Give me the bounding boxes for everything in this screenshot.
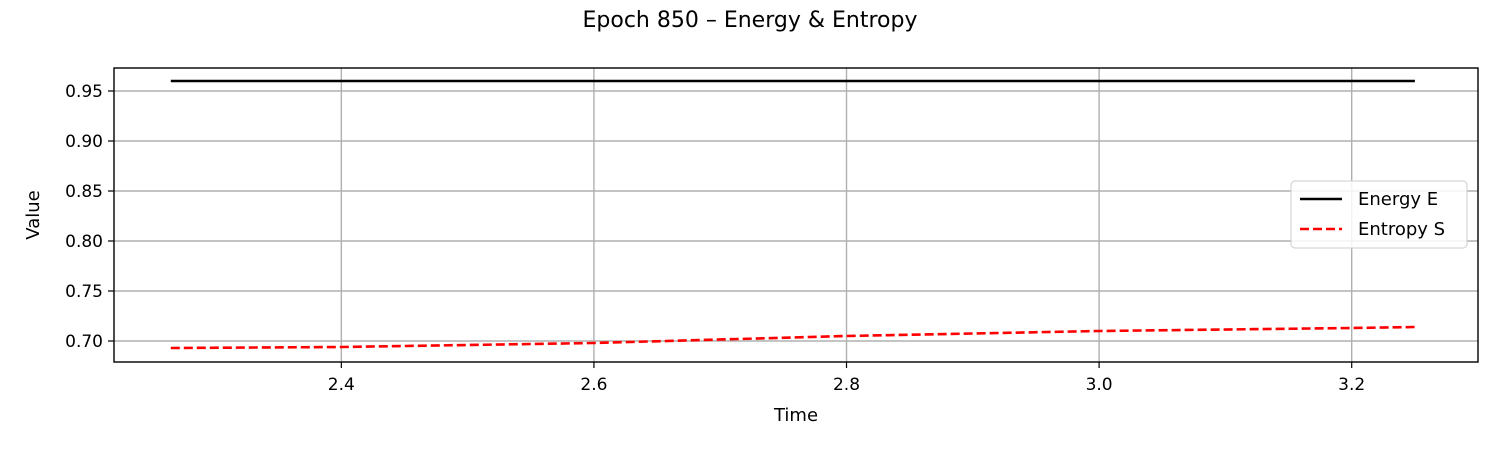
- x-axis-label: Time: [773, 405, 818, 426]
- legend-items: Energy E Entropy S: [1300, 189, 1445, 240]
- legend: Energy E Entropy S: [1290, 180, 1468, 249]
- series-layer: [170, 79, 1415, 350]
- chart-title: Epoch 850 – Energy & Entropy: [583, 8, 918, 33]
- y-tick-label: 0.70: [65, 332, 103, 352]
- axis-ticks: 2.4 2.6 2.8 3.0 3.2 0.70 0.75 0.80 0.85 0.90 0.95: [65, 82, 1365, 395]
- x-tick-label: 2.4: [328, 375, 355, 395]
- y-tick-label: 0.90: [65, 132, 103, 152]
- legend-label: Energy E: [1358, 189, 1438, 210]
- y-tick-label: 0.80: [65, 232, 103, 252]
- grid: [114, 68, 1478, 362]
- plot-area-frame: [113, 67, 1479, 363]
- y-tick-label: 0.75: [65, 282, 103, 302]
- y-tick-label: 0.95: [65, 82, 103, 102]
- x-tick-label: 2.8: [833, 375, 860, 395]
- x-tick-label: 3.2: [1338, 375, 1365, 395]
- series-line-entropy: [170, 325, 1415, 350]
- x-tick-label: 3.0: [1086, 375, 1113, 395]
- y-tick-label: 0.85: [65, 182, 103, 202]
- x-tick-label: 2.6: [580, 375, 607, 395]
- y-axis-label: Value: [23, 190, 44, 239]
- legend-label: Entropy S: [1358, 219, 1445, 240]
